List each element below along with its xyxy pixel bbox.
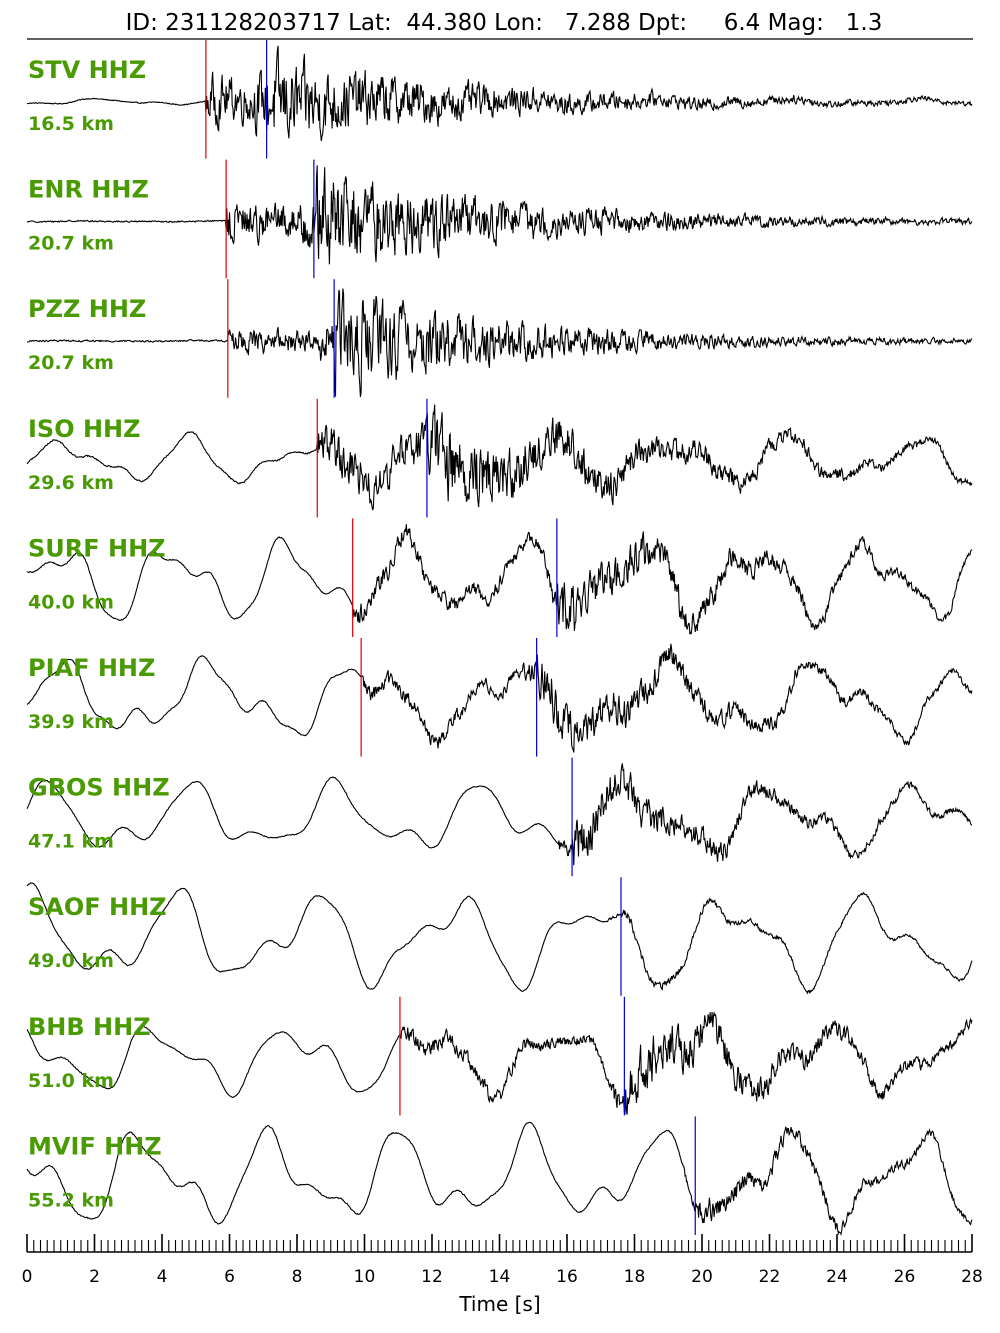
x-tick-label: 18	[624, 1267, 646, 1287]
x-tick-label: 22	[759, 1267, 781, 1287]
trace-enr	[26, 165, 973, 265]
station-distance-iso: 29.6 km	[28, 472, 114, 494]
station-name-saof: SAOF HHZ	[28, 893, 167, 921]
station-distance-surf: 40.0 km	[28, 591, 114, 613]
x-tick-label: 20	[691, 1267, 713, 1287]
station-labels-group: STV HHZ 16.5 km ENR HHZ 20.7 km PZZ HHZ 20.7 …	[28, 56, 170, 1211]
x-tick-label: 14	[489, 1267, 511, 1287]
station-name-stv: STV HHZ	[28, 56, 146, 84]
station-distance-pzz: 20.7 km	[28, 352, 114, 374]
trace-piaf	[26, 643, 973, 753]
x-tick-label: 6	[224, 1267, 235, 1287]
station-name-pzz: PZZ HHZ	[28, 295, 146, 323]
picks-group	[205, 40, 696, 1235]
x-tick-label: 8	[292, 1267, 303, 1287]
trace-gbos	[26, 763, 972, 866]
station-distance-stv: 16.5 km	[28, 113, 114, 135]
trace-mvif	[26, 1121, 973, 1237]
station-name-iso: ISO HHZ	[28, 415, 141, 443]
x-tick-label: 26	[894, 1267, 916, 1287]
trace-bhb	[26, 1011, 973, 1115]
station-name-surf: SURF HHZ	[28, 534, 166, 562]
chart-title: ID: 231128203717 Lat: 44.380 Lon: 7.288 …	[126, 10, 883, 36]
station-name-enr: ENR HHZ	[28, 176, 149, 204]
station-distance-saof: 49.0 km	[28, 950, 114, 972]
station-distance-mvif: 55.2 km	[28, 1189, 114, 1211]
trace-stv	[26, 45, 973, 142]
trace-pzz	[27, 288, 973, 398]
x-axis-label: Time [s]	[458, 1292, 540, 1316]
station-distance-piaf: 39.9 km	[28, 711, 114, 733]
x-tick-label: 24	[826, 1267, 848, 1287]
station-name-mvif: MVIF HHZ	[28, 1132, 162, 1160]
trace-iso	[26, 404, 973, 511]
x-tick-label: 0	[22, 1267, 33, 1287]
station-distance-enr: 20.7 km	[28, 233, 114, 255]
x-tick-label: 2	[89, 1267, 100, 1287]
station-distance-gbos: 47.1 km	[28, 831, 114, 853]
x-tick-label: 28	[961, 1267, 983, 1287]
x-tick-label: 10	[354, 1267, 376, 1287]
trace-saof	[26, 882, 973, 995]
station-name-bhb: BHB HHZ	[28, 1013, 151, 1041]
station-name-gbos: GBOS HHZ	[28, 774, 170, 802]
x-tick-label: 4	[157, 1267, 168, 1287]
station-name-piaf: PIAF HHZ	[28, 654, 155, 682]
time-axis: 0 2 4 6 8 10 12 14 16 18 20 22 24 26 28	[22, 1234, 983, 1287]
trace-surf	[26, 524, 973, 635]
traces-group	[26, 45, 973, 1237]
x-tick-label: 12	[421, 1267, 443, 1287]
x-tick-label: 16	[556, 1267, 578, 1287]
station-distance-bhb: 51.0 km	[28, 1070, 114, 1092]
